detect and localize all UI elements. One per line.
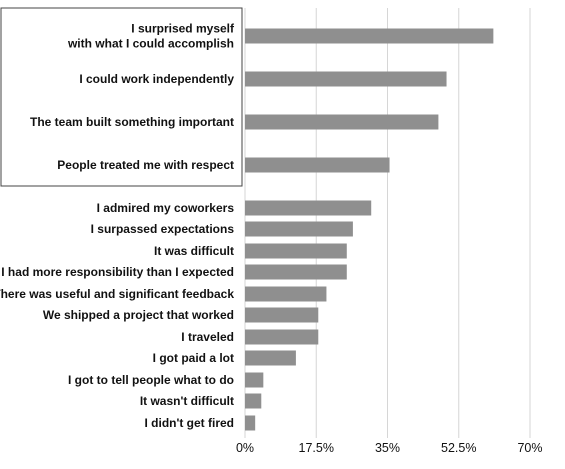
category-label: I traveled bbox=[181, 330, 234, 344]
bar bbox=[245, 307, 319, 323]
bar bbox=[245, 350, 296, 366]
category-label: It was difficult bbox=[154, 244, 234, 258]
category-label: I had more responsibility than I expecte… bbox=[1, 265, 234, 279]
bar bbox=[245, 393, 262, 409]
category-label: People treated me with respect bbox=[57, 158, 234, 172]
x-tick-label: 52.5% bbox=[441, 441, 476, 455]
category-label: I got to tell people what to do bbox=[68, 373, 234, 387]
bar bbox=[245, 415, 256, 431]
category-label: with what I could accomplish bbox=[67, 37, 234, 51]
bar bbox=[245, 221, 353, 237]
category-label: I didn't get fired bbox=[144, 416, 234, 430]
x-tick-labels: 0% 17.5% 35% 52.5% 70% bbox=[236, 441, 543, 455]
category-label: The team built something important bbox=[30, 115, 234, 129]
x-tick-label: 70% bbox=[517, 441, 542, 455]
category-label: I surpassed expectations bbox=[91, 222, 235, 236]
bar bbox=[245, 157, 390, 173]
category-label: We shipped a project that worked bbox=[43, 308, 234, 322]
bar bbox=[245, 243, 347, 259]
x-tick-label: 35% bbox=[375, 441, 400, 455]
bar bbox=[245, 286, 327, 302]
bar bbox=[245, 71, 447, 87]
category-label: I could work independently bbox=[79, 72, 234, 86]
category-label: It wasn't difficult bbox=[140, 394, 234, 408]
bar bbox=[245, 372, 264, 388]
highlight-box bbox=[0, 7, 243, 187]
bar bbox=[245, 200, 372, 216]
category-label: I surprised myself bbox=[131, 22, 235, 36]
category-label: There was useful and significant feedbac… bbox=[0, 287, 234, 301]
x-tick-label: 17.5% bbox=[299, 441, 334, 455]
bar bbox=[245, 114, 439, 130]
category-label: I got paid a lot bbox=[153, 351, 234, 365]
x-tick-label: 0% bbox=[236, 441, 254, 455]
category-label: I admired my coworkers bbox=[97, 201, 235, 215]
bars bbox=[245, 28, 494, 431]
bar bbox=[245, 28, 494, 44]
bar bbox=[245, 264, 347, 280]
bar bbox=[245, 329, 319, 345]
